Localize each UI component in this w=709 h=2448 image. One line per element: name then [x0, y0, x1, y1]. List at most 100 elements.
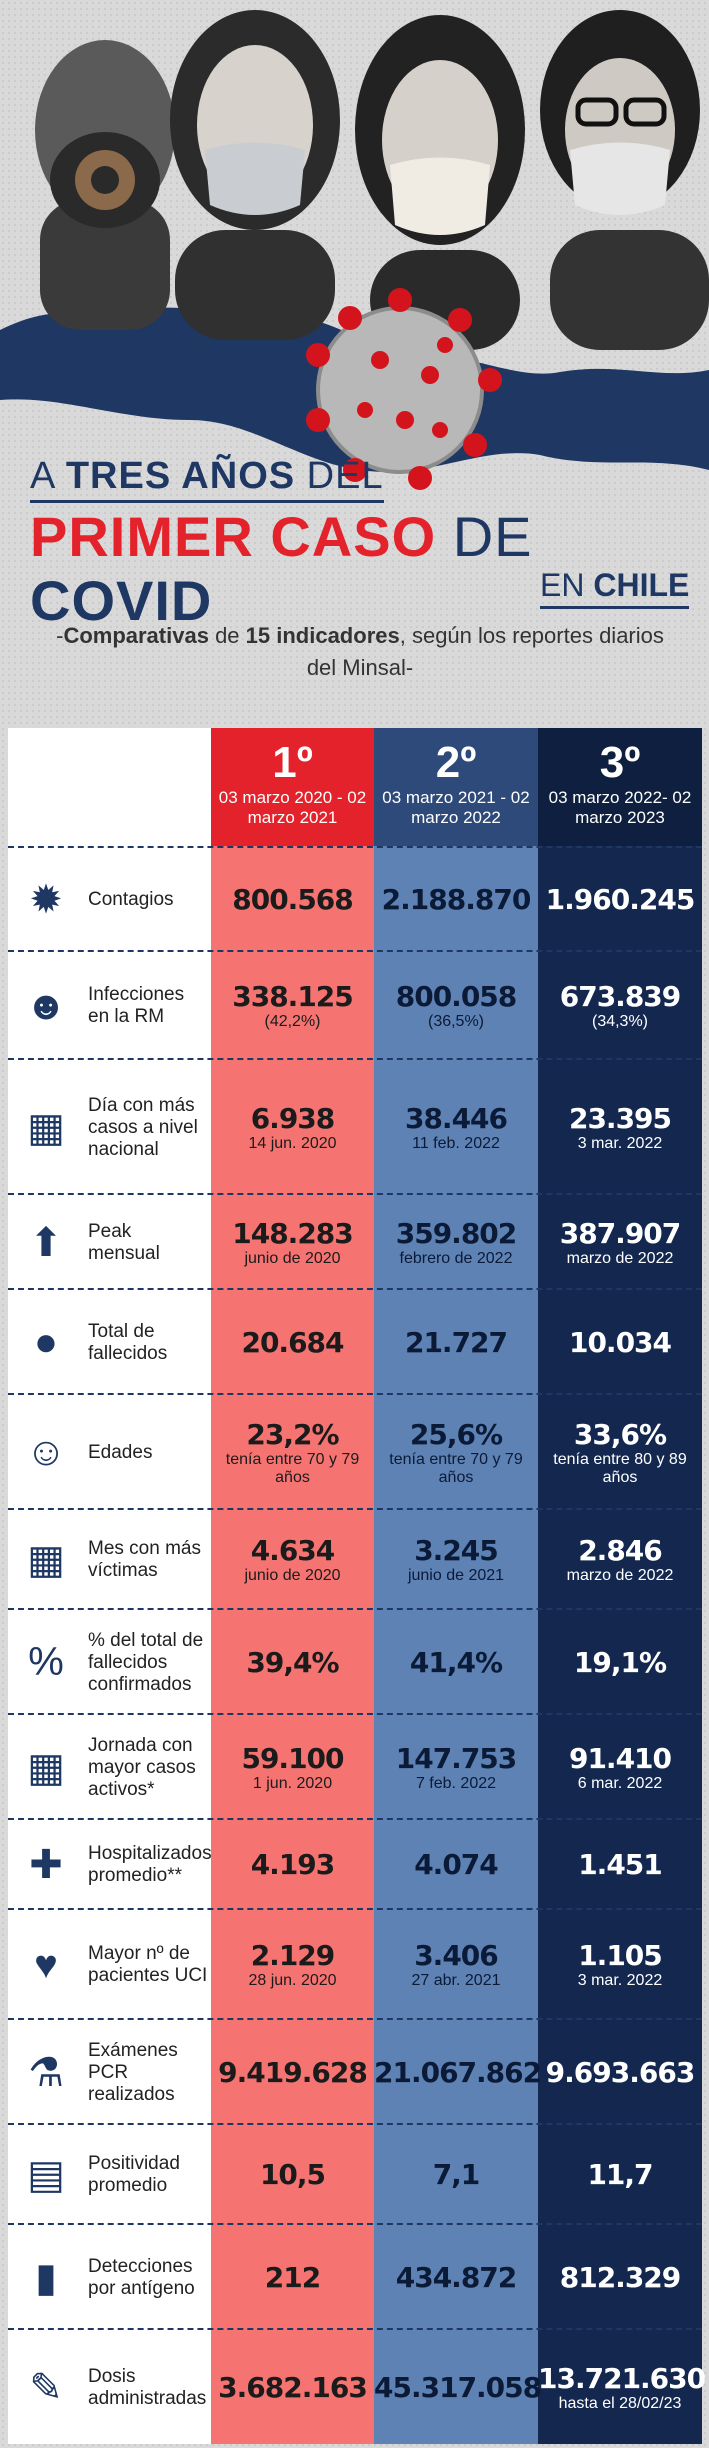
calendar-arrow-icon: ⬆ — [29, 1220, 63, 1265]
value: 359.802 — [395, 1216, 518, 1250]
value-note: hasta el 28/02/23 — [558, 2395, 682, 2412]
person-3-illustration — [355, 15, 525, 350]
value-cell-col2: 3.245 junio de 2021 — [374, 1510, 538, 1610]
value-cell-col1: 800.568 — [211, 848, 374, 952]
value: 21.067.862 — [374, 2055, 542, 2089]
value: 2.846 — [578, 1534, 663, 1567]
row-label: Total de fallecidos — [88, 1320, 168, 1364]
value: 1.105 — [578, 1939, 663, 1972]
value-note: (34,3%) — [591, 1013, 649, 1030]
value: 4.634 — [250, 1534, 336, 1567]
value-note: marzo de 2022 — [566, 1249, 674, 1267]
person-4-illustration — [540, 10, 709, 350]
value: 434.872 — [395, 2260, 518, 2294]
table-row: ☺ Edades 23,2% tenía entre 70 y 79 años 25,6… — [8, 1393, 702, 1508]
value: 38.446 — [404, 1101, 508, 1135]
value-cell-col2: 3.406 27 abr. 2021 — [374, 1910, 538, 2020]
value: 148.283 — [232, 1216, 354, 1250]
table-row: % % del total de fallecidos confirmados 39… — [8, 1608, 702, 1713]
value: 23.395 — [568, 1101, 672, 1135]
value-cell-col2: 434.872 — [374, 2225, 538, 2330]
table-row: ⬆ Peak mensual 148.283 junio de 2020 359.802… — [8, 1193, 702, 1288]
row-label: Día con más casos a nivel nacional — [88, 1094, 198, 1160]
value: 39,4% — [246, 1645, 339, 1679]
table-row: ▦ Mes con más víctimas 4.634 junio de 2020 3… — [8, 1508, 702, 1608]
value-cell-col2: 4.074 — [374, 1820, 538, 1910]
table-row: ● Total de fallecidos 20.684 21.727 10.034 — [8, 1288, 702, 1393]
percent-person-icon: % — [28, 1640, 64, 1684]
value-cell-col2: 21.067.862 — [374, 2020, 542, 2125]
clipboard-virus-icon: ▤ — [27, 2153, 65, 2197]
value-note: tenía entre 70 y 79 años — [389, 1450, 523, 1486]
value-cell-col1: 148.283 junio de 2020 — [211, 1195, 374, 1290]
value: 91.410 — [568, 1741, 672, 1775]
test-tube-icon: ⚗ — [28, 2050, 64, 2095]
value-note: tenía entre 70 y 79 años — [225, 1450, 360, 1486]
row-label: % del total de fallecidos confirmados — [88, 1629, 204, 1695]
person-1-illustration — [35, 40, 175, 330]
value: 812.329 — [559, 2260, 682, 2294]
column-2-bg — [374, 728, 538, 2444]
row-label: Dosis administradas — [88, 2366, 207, 2409]
value-note: 14 jun. 2020 — [248, 1134, 337, 1152]
value-cell-col1: 23,2% tenía entre 70 y 79 años — [211, 1395, 374, 1510]
table-row: ▮ Detecciones por antígeno 212 434.872 812.3… — [8, 2223, 702, 2328]
value: 20.684 — [241, 1325, 344, 1359]
value: 6.938 — [250, 1101, 336, 1135]
value-note: 7 feb. 2022 — [415, 1774, 497, 1792]
value-note: 3 mar. 2022 — [577, 1134, 663, 1152]
value: 800.058 — [395, 980, 518, 1013]
value: 45.317.058 — [374, 2371, 542, 2404]
value-cell-col3: 33,6% tenía entre 80 y 89 años — [538, 1395, 702, 1510]
virus-icon: ✹ — [29, 878, 63, 922]
value-cell-col3: 10.034 — [538, 1290, 702, 1395]
row-label: Contagios — [88, 889, 174, 910]
value: 9.419.628 — [218, 2055, 368, 2089]
title-block: A TRES AÑOS DEL PRIMER CASO DE COVID EN … — [30, 455, 690, 633]
value: 338.125 — [232, 980, 354, 1013]
value: 3.406 — [414, 1939, 499, 1972]
table-row: ✚ Hospitalizados promedio** 4.193 4.074 1.45… — [8, 1818, 702, 1908]
value-cell-col2: 45.317.058 — [374, 2330, 542, 2446]
value-note: (42,2%) — [264, 1013, 321, 1030]
value-note: (36,5%) — [427, 1013, 485, 1030]
value-cell-col3: 19,1% — [538, 1610, 702, 1715]
column-1-bg — [211, 728, 374, 2444]
hero-illustration — [0, 0, 709, 520]
value: 10.034 — [568, 1325, 672, 1359]
column-3-header: 3º 03 marzo 2022- 02 marzo 2023 — [538, 728, 702, 846]
value: 11,7 — [587, 2158, 653, 2191]
value-cell-col2: 2.188.870 — [374, 848, 538, 952]
value-note: tenía entre 80 y 89 años — [553, 1450, 687, 1486]
title-line-2: PRIMER CASO DE COVID — [30, 505, 533, 632]
table-row: ✹ Contagios 800.568 2.188.870 1.960.245 — [8, 846, 702, 950]
value-cell-col1: 6.938 14 jun. 2020 — [211, 1060, 374, 1195]
value-cell-col1: 59.100 1 jun. 2020 — [211, 1715, 374, 1820]
value-cell-col1: 338.125 (42,2%) — [211, 952, 374, 1060]
person-2-illustration — [170, 10, 340, 340]
row-label: Detecciones por antígeno — [88, 2255, 195, 2299]
value-note: 3 mar. 2022 — [577, 1972, 663, 1989]
value-cell-col2: 41,4% — [374, 1610, 538, 1715]
value: 212 — [264, 2260, 321, 2294]
value-note: 11 feb. 2022 — [412, 1134, 500, 1152]
row-label: Exámenes PCR realizados — [88, 2039, 178, 2105]
value-note: marzo de 2022 — [566, 1567, 674, 1584]
value-cell-col1: 4.634 junio de 2020 — [211, 1510, 374, 1610]
row-label: Peak mensual — [88, 1220, 160, 1264]
elderly-person-icon: ☺ — [25, 1430, 67, 1474]
value: 10,5 — [259, 2158, 326, 2191]
row-label: Positividad promedio — [88, 2153, 180, 2196]
value: 9.693.663 — [545, 2055, 696, 2089]
value-cell-col1: 9.419.628 — [211, 2020, 374, 2125]
value-note: 27 abr. 2021 — [411, 1972, 501, 1989]
value: 7,1 — [432, 2158, 481, 2191]
icu-bed-icon: ♥ — [34, 1942, 58, 1987]
comparison-table: 1º 03 marzo 2020 - 02 marzo 2021 2º 03 mar… — [8, 728, 706, 2446]
value: 147.753 — [395, 1741, 518, 1775]
row-label: Hospitalizados promedio** — [88, 1843, 212, 1886]
value-cell-col3: 91.410 6 mar. 2022 — [538, 1715, 702, 1820]
value-cell-col1: 4.193 — [211, 1820, 374, 1910]
value: 19,1% — [573, 1645, 667, 1679]
table-row: ▤ Positividad promedio 10,5 7,1 11,7 — [8, 2123, 702, 2223]
